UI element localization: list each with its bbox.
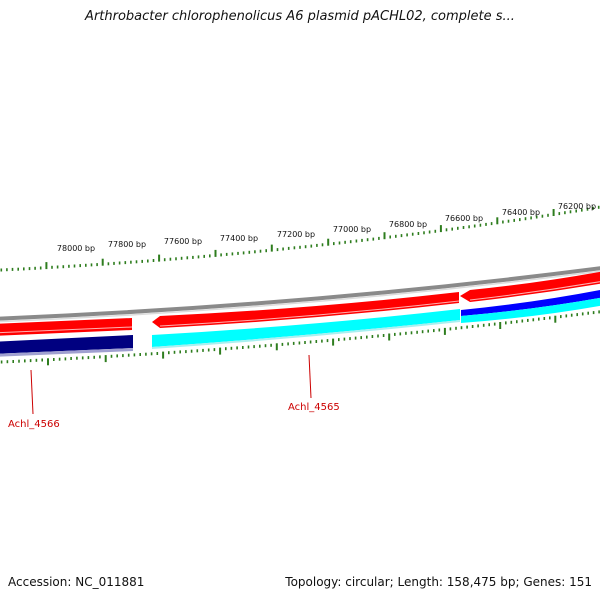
gene-callout-line	[30, 369, 34, 415]
gene-arrow[interactable]	[152, 292, 459, 328]
inner-ruler-ticks	[0, 310, 600, 366]
map-title: Arthrobacter chlorophenolicus A6 plasmid…	[85, 9, 515, 24]
ruler-label: 76400 bp	[502, 208, 540, 217]
strand-shadow	[152, 320, 460, 349]
gene-callouts: Achl_4566 Achl_4565	[8, 354, 340, 430]
strand-shadow	[0, 348, 133, 357]
ruler-label: 77800 bp	[108, 240, 146, 249]
ruler-labels: 78000 bp 77800 bp 77600 bp 77400 bp 7720…	[57, 202, 596, 253]
ruler-label: 77400 bp	[220, 234, 258, 243]
gene-bar[interactable]	[461, 288, 600, 316]
gene-label-achl-4566[interactable]: Achl_4566	[8, 419, 60, 430]
ruler-label: 77200 bp	[277, 230, 315, 239]
gene-callout-line	[308, 354, 312, 399]
strand-highlight	[0, 281, 600, 334]
forward-strand-features	[0, 270, 600, 336]
accession-text: Accession: NC_011881	[8, 575, 145, 589]
gene-bar[interactable]	[0, 335, 133, 354]
gene-arrow[interactable]	[460, 270, 600, 302]
ruler-label: 77000 bp	[333, 225, 371, 234]
ruler-label: 76800 bp	[389, 220, 427, 229]
gene-label-achl-4565[interactable]: Achl_4565	[288, 402, 340, 413]
ruler-label: 76200 bp	[558, 202, 596, 211]
ruler-label: 78000 bp	[57, 244, 95, 253]
backbone-outer	[0, 266, 600, 321]
reverse-strand-features	[0, 288, 600, 357]
outer-ruler-ticks	[0, 205, 600, 272]
backbone-inner	[0, 270, 600, 323]
gene-bar[interactable]	[152, 309, 460, 347]
ruler-label: 77600 bp	[164, 237, 202, 246]
topology-summary: Topology: circular; Length: 158,475 bp; …	[285, 575, 592, 589]
ruler-label: 76600 bp	[445, 214, 483, 223]
gene-bar[interactable]	[461, 296, 600, 323]
